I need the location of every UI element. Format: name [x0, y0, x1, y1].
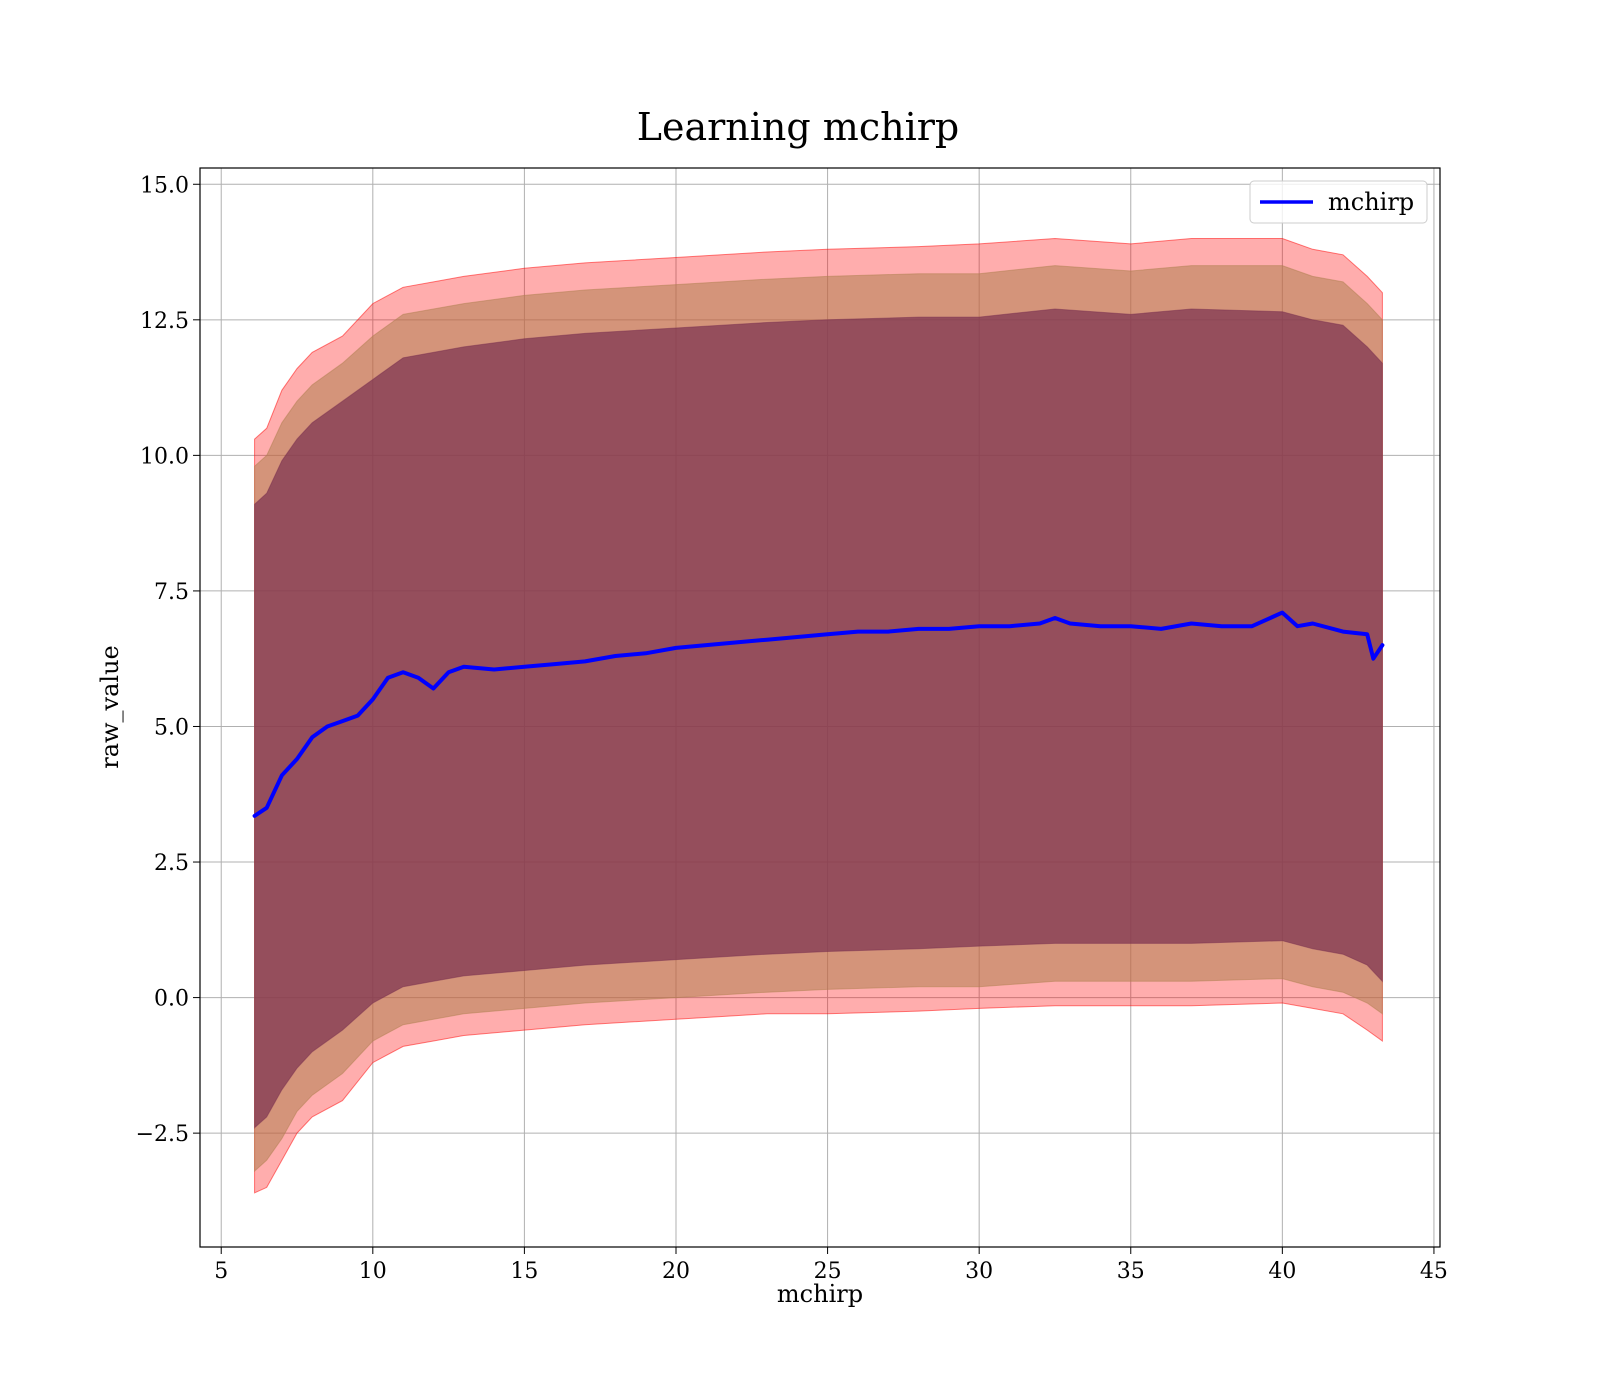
ticks: 5 10 15 20 25 30 35 40 45 −2.5 0.0 2.5 5.0 7.5 10.0 12.…	[136, 173, 1448, 1284]
x-tick-label: 35	[1117, 1259, 1145, 1284]
y-tick-label: 5.0	[154, 715, 189, 740]
y-tick-label: 12.5	[140, 309, 189, 334]
y-tick-label: 10.0	[140, 444, 189, 469]
x-tick-label: 15	[510, 1259, 538, 1284]
x-tick-label: 5	[214, 1259, 228, 1284]
y-tick-label: 15.0	[140, 173, 189, 198]
x-tick-label: 20	[662, 1259, 690, 1284]
plot-frame	[199, 167, 1441, 1248]
band-layer	[254, 237, 1383, 1194]
y-tick-label: −2.5	[136, 1122, 189, 1147]
y-tick-label: 0.0	[154, 987, 189, 1012]
chart-title: Learning mchirp	[637, 105, 959, 149]
y-axis-label: raw_value	[96, 645, 124, 769]
y-tick-label: 2.5	[154, 851, 189, 876]
series-line-mchirp	[252, 610, 1385, 818]
legend-label-mchirp: mchirp	[1328, 188, 1414, 216]
x-tick-label: 40	[1268, 1259, 1296, 1284]
y-tick-label: 7.5	[154, 580, 189, 605]
legend: mchirp	[1249, 180, 1428, 224]
x-tick-label: 25	[814, 1259, 842, 1284]
line-layer	[252, 610, 1385, 818]
x-tick-label: 10	[359, 1259, 387, 1284]
x-axis-label: mchirp	[777, 1280, 863, 1308]
x-tick-label: 30	[965, 1259, 993, 1284]
confidence-band-3	[254, 308, 1383, 1129]
legend-box	[1249, 180, 1428, 224]
x-tick-label: 45	[1420, 1259, 1448, 1284]
